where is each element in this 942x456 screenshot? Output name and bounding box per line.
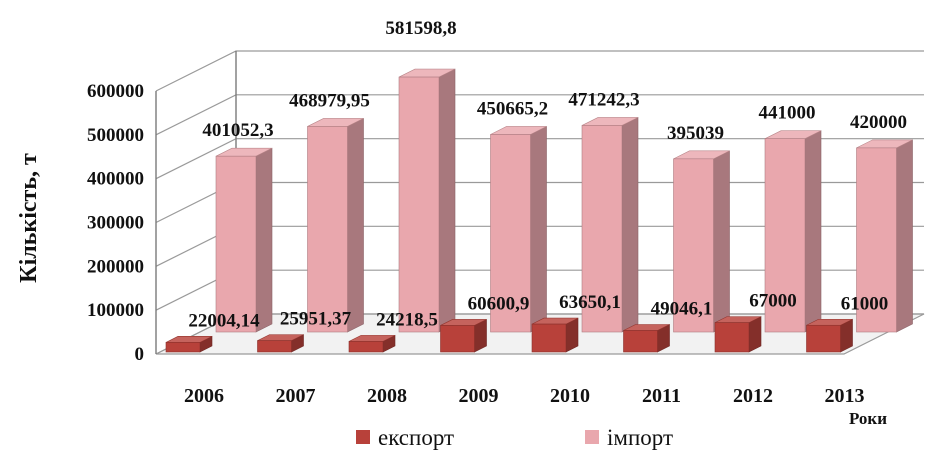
y-tick-label: 0 (135, 344, 145, 365)
data-label-import: 401052,3 (202, 120, 273, 141)
legend-swatch-import (585, 430, 599, 444)
x-axis-ticks: 2006 2007 2008 2009 2010 2011 2012 2013 (184, 385, 865, 407)
data-label-import: 395039 (667, 123, 724, 144)
y-tick-label: 200000 (87, 256, 144, 277)
data-label-export: 24218,5 (376, 309, 438, 330)
data-label-export: 25951,37 (280, 309, 352, 330)
y-tick-label: 300000 (87, 213, 144, 234)
data-label-import: 471242,3 (568, 89, 639, 110)
x-tick-label: 2006 (184, 385, 224, 407)
bar-export (806, 318, 853, 353)
bar-import (490, 125, 547, 333)
data-label-export: 49046,1 (651, 299, 713, 320)
data-label-export: 63650,1 (559, 292, 621, 313)
gridline (155, 50, 924, 92)
y-tick-label: 500000 (87, 125, 144, 146)
data-label-import: 581598,8 (385, 18, 456, 39)
bar-export (531, 317, 579, 353)
x-tick-label: 2011 (642, 385, 681, 407)
bar-export (440, 318, 487, 353)
bar-import (398, 68, 456, 333)
bar-import (307, 117, 364, 333)
x-tick-label: 2012 (733, 385, 773, 407)
data-label-export: 22004,14 (188, 310, 260, 331)
legend-label-import: імпорт (607, 425, 673, 450)
y-tick-label: 100000 (87, 300, 144, 321)
x-tick-label: 2008 (367, 385, 407, 407)
data-label-export: 60600,9 (468, 293, 530, 314)
y-tick-label: 400000 (87, 169, 144, 190)
x-tick-label: 2009 (459, 385, 499, 407)
x-tick-label: 2010 (550, 385, 590, 407)
bar-import (215, 147, 273, 333)
y-tick-label: 600000 (87, 81, 144, 102)
bar-import (581, 116, 639, 333)
y-axis-label: Кількість, т (16, 153, 42, 283)
data-label-import: 450665,2 (477, 98, 548, 119)
bar-import (764, 130, 822, 333)
data-label-export: 67000 (749, 291, 797, 312)
x-tick-label: 2013 (825, 385, 865, 407)
bar-export (714, 316, 762, 353)
bar-export (165, 335, 213, 353)
legend-swatch-export (356, 430, 370, 444)
data-label-export: 61000 (841, 293, 889, 314)
data-labels: 401052,3 22004,14 468979,95 25951,37 581598,… (188, 18, 907, 331)
bars (165, 68, 913, 353)
bar-import (673, 150, 730, 333)
bar-import (856, 139, 913, 333)
data-label-import: 441000 (759, 103, 816, 124)
data-label-import: 468979,95 (289, 90, 370, 111)
legend-label-export: експорт (378, 425, 454, 450)
bar-export (257, 334, 304, 353)
x-tick-label: 2007 (276, 385, 316, 407)
bar-export (348, 334, 396, 353)
bar-export (623, 324, 670, 353)
x-axis-label: Роки (849, 409, 887, 428)
y-axis-ticks: 0 100000 200000 300000 400000 500000 600000 (87, 81, 144, 365)
legend: експорт імпорт (356, 425, 673, 450)
data-label-import: 420000 (850, 112, 907, 133)
